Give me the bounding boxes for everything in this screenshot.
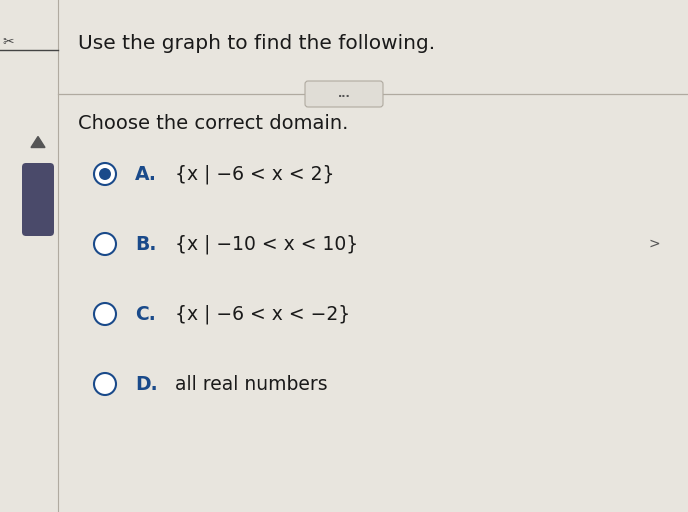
Circle shape [94, 303, 116, 325]
Text: >: > [648, 237, 660, 251]
Text: all real numbers: all real numbers [175, 374, 327, 394]
Text: Use the graph to find the following.: Use the graph to find the following. [78, 34, 435, 53]
Text: ...: ... [338, 89, 350, 99]
Circle shape [94, 163, 116, 185]
Text: C.: C. [135, 305, 155, 324]
Circle shape [94, 373, 116, 395]
Circle shape [99, 168, 111, 180]
Text: B.: B. [135, 234, 156, 253]
Circle shape [94, 233, 116, 255]
Text: Choose the correct domain.: Choose the correct domain. [78, 114, 348, 133]
Polygon shape [31, 137, 45, 147]
FancyBboxPatch shape [305, 81, 383, 107]
Text: A.: A. [135, 164, 157, 183]
Text: ✂: ✂ [2, 35, 14, 49]
Text: {x | −6 < x < 2}: {x | −6 < x < 2} [175, 164, 334, 184]
FancyBboxPatch shape [22, 163, 54, 236]
Text: {x | −10 < x < 10}: {x | −10 < x < 10} [175, 234, 358, 254]
Text: {x | −6 < x < −2}: {x | −6 < x < −2} [175, 304, 350, 324]
Text: D.: D. [135, 374, 158, 394]
